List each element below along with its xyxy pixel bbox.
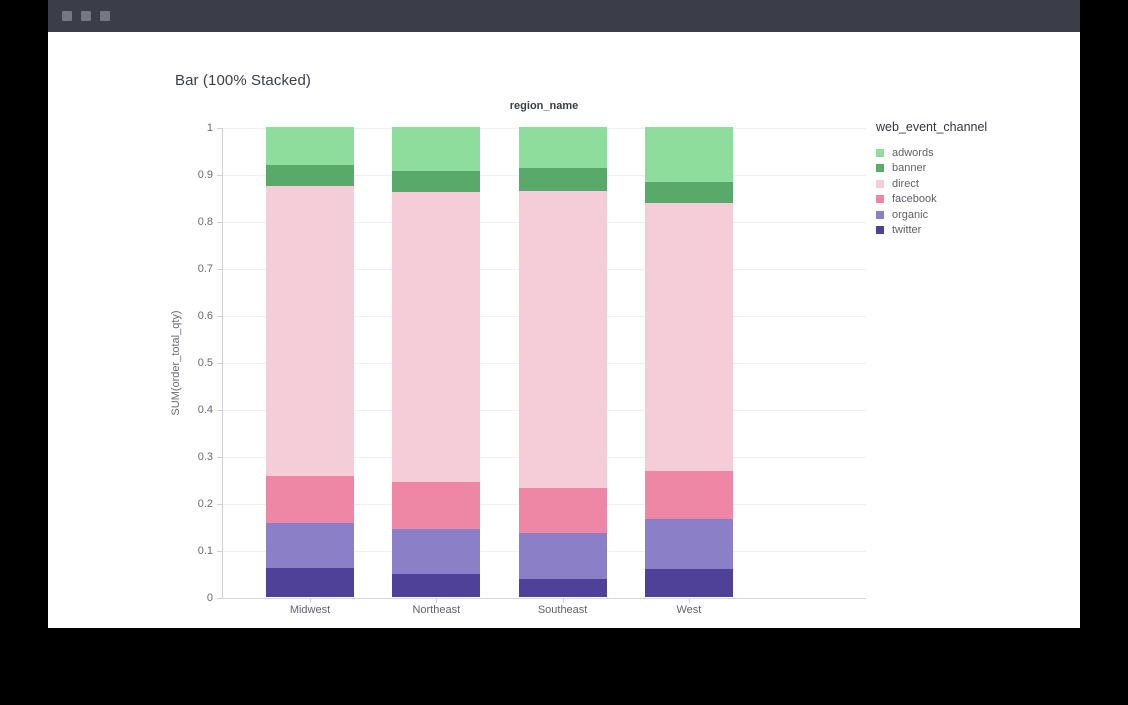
x-axis-line — [222, 598, 866, 599]
y-tick-label: 0.5 — [197, 357, 213, 369]
bar-segment-northeast-adwords[interactable] — [392, 127, 481, 171]
legend-item-facebook[interactable]: facebook — [876, 192, 987, 208]
y-axis-tick — [217, 222, 222, 223]
legend-item-twitter[interactable]: twitter — [876, 223, 987, 239]
x-category-label: Northeast — [412, 604, 461, 616]
bar-southeast — [518, 127, 607, 597]
bar-midwest — [266, 127, 354, 597]
y-axis-tick — [217, 269, 222, 270]
y-tick-label: 1 — [206, 122, 213, 134]
bar-segment-midwest-direct[interactable] — [266, 185, 354, 476]
x-axis-tick — [436, 598, 438, 603]
legend-swatch-icon — [876, 179, 884, 188]
bar-segment-midwest-organic[interactable] — [266, 522, 354, 568]
window-titlebar — [48, 0, 1080, 32]
legend-item-direct[interactable]: direct — [876, 176, 987, 192]
legend-item-banner[interactable]: banner — [876, 161, 987, 177]
legend-label: twitter — [892, 224, 922, 237]
bar-segment-northeast-organic[interactable] — [392, 529, 481, 575]
bar-segment-northeast-banner[interactable] — [392, 170, 481, 193]
chart-title: Bar (100% Stacked) — [175, 72, 312, 89]
bar-segment-west-adwords[interactable] — [644, 127, 733, 183]
legend-swatch-icon — [876, 148, 884, 157]
legend-label: facebook — [892, 193, 937, 206]
bar-segment-northeast-twitter[interactable] — [392, 574, 481, 597]
legend-label: direct — [892, 177, 919, 190]
bar-segment-midwest-twitter[interactable] — [266, 567, 354, 597]
bar-segment-midwest-adwords[interactable] — [266, 127, 354, 166]
bar-segment-southeast-twitter[interactable] — [518, 578, 607, 597]
legend-label: adwords — [892, 146, 934, 159]
y-axis-tick — [217, 457, 222, 458]
bar-northeast — [392, 127, 481, 597]
bar-segment-west-facebook[interactable] — [644, 471, 733, 519]
bar-segment-west-direct[interactable] — [644, 202, 733, 472]
legend-swatch-icon — [876, 226, 884, 235]
x-axis-tick — [688, 598, 690, 603]
legend-items: adwords banner direct facebook organic twitte… — [876, 145, 987, 238]
y-axis-tick — [217, 175, 222, 176]
y-tick-label: 0.8 — [197, 216, 213, 228]
bar-segment-southeast-banner[interactable] — [518, 168, 607, 192]
y-axis-line — [222, 128, 223, 598]
x-axis-tick — [310, 598, 311, 603]
legend-item-adwords[interactable]: adwords — [876, 145, 987, 161]
x-axis-tick — [562, 598, 564, 603]
legend-title: web_event_channel — [876, 120, 988, 134]
legend-swatch-icon — [876, 210, 884, 219]
bar-segment-southeast-organic[interactable] — [518, 532, 607, 579]
bar-segment-west-organic[interactable] — [644, 518, 733, 569]
bar-segment-west-twitter[interactable] — [644, 568, 733, 597]
bar-segment-southeast-direct[interactable] — [518, 191, 607, 489]
y-axis-tick — [217, 504, 222, 505]
y-axis-tick — [217, 363, 222, 364]
y-tick-label: 0.3 — [197, 451, 213, 463]
bar-segment-west-banner[interactable] — [644, 182, 733, 203]
legend-label: banner — [892, 162, 927, 175]
bar-segment-midwest-facebook[interactable] — [266, 475, 354, 523]
chart-canvas: Bar (100% Stacked) region_name SUM(order… — [48, 32, 1080, 628]
y-axis-tick — [217, 128, 222, 129]
y-axis-tick — [217, 598, 222, 599]
y-tick-label: 0.7 — [197, 263, 213, 275]
plot-area: 0 0.1 0.2 0.3 0.4 0.5 0.6 0.7 0.8 0.9 1 Midwest Nort… — [198, 122, 866, 616]
legend-label: organic — [892, 208, 929, 221]
y-tick-label: 0.9 — [197, 169, 213, 181]
bar-segment-southeast-facebook[interactable] — [518, 488, 607, 533]
y-axis-tick — [217, 316, 222, 317]
y-tick-label: 0.6 — [197, 310, 213, 322]
legend-swatch-icon — [876, 195, 884, 204]
y-tick-label: 0.4 — [197, 404, 213, 416]
legend-swatch-icon — [876, 164, 884, 173]
y-tick-label: 0.1 — [197, 545, 213, 557]
window-control-icon[interactable] — [100, 11, 110, 21]
bar-segment-midwest-banner[interactable] — [266, 165, 354, 186]
window-control-icon[interactable] — [81, 11, 91, 21]
y-tick-label: 0.2 — [197, 498, 213, 510]
x-category-label: Midwest — [289, 604, 331, 616]
app-window: Bar (100% Stacked) region_name SUM(order… — [48, 0, 1080, 628]
window-control-icon[interactable] — [62, 11, 72, 21]
legend-item-organic[interactable]: organic — [876, 207, 987, 223]
x-category-label: Southeast — [537, 604, 588, 616]
y-tick-label: 0 — [206, 592, 213, 604]
x-axis-title: region_name — [509, 100, 579, 112]
bar-west — [644, 127, 733, 597]
y-axis-tick — [217, 410, 222, 411]
y-axis-tick — [217, 551, 222, 552]
bar-segment-southeast-adwords[interactable] — [518, 127, 607, 169]
legend: web_event_channel adwords banner direct fac… — [876, 120, 987, 238]
bar-segment-northeast-facebook[interactable] — [392, 481, 481, 530]
bar-segment-northeast-direct[interactable] — [392, 192, 481, 482]
x-category-label: West — [676, 604, 702, 616]
